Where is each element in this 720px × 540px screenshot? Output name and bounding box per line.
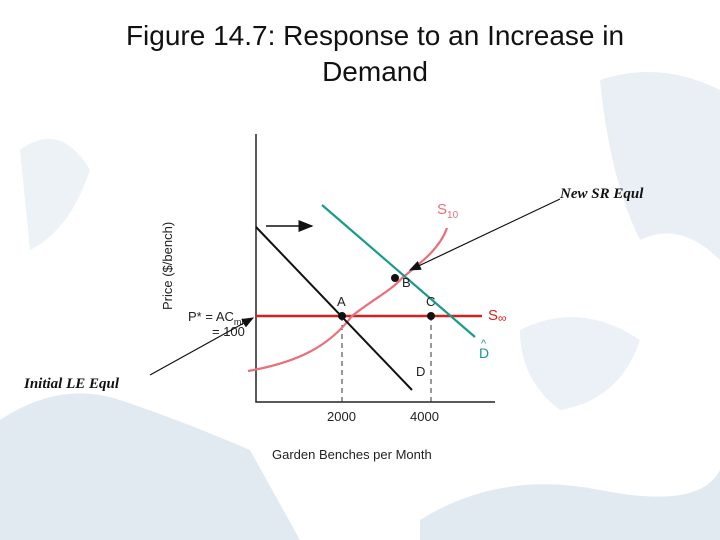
y-axis-label: Price ($/bench)	[160, 222, 175, 310]
s10-label: S10	[437, 201, 459, 221]
initial-le-equl-annotation: Initial LE Equl	[23, 376, 120, 392]
s-infinity-label: S∞	[488, 307, 507, 325]
new-sr-arrow	[408, 198, 561, 271]
price-label-sub: min	[234, 317, 249, 327]
s10-supply-curve	[247, 227, 449, 373]
title-line-1: Figure 14.7: Response to an Increase in	[125, 20, 625, 51]
demand-original-label: D	[416, 364, 425, 379]
new-sr-equl-annotation: New SR Equl	[559, 186, 644, 202]
point-c-label: C	[426, 294, 435, 309]
price-label-main: P* = AC	[188, 309, 234, 324]
x-tick-4000: 4000	[410, 409, 439, 424]
s-infinity-label-sub: ∞	[498, 311, 507, 325]
title-line-2: Demand	[322, 56, 428, 87]
point-b-label: B	[402, 275, 411, 290]
demand-curve-new	[321, 204, 476, 338]
axes	[255, 134, 495, 403]
initial-le-arrow	[149, 317, 255, 376]
s10-label-sub: 10	[447, 210, 459, 221]
s-infinity-label-main: S	[488, 307, 498, 324]
demand-curve-original	[255, 226, 413, 391]
demand-new-label: D	[479, 345, 489, 361]
s10-label-main: S	[437, 201, 447, 218]
point-b	[391, 274, 399, 282]
point-c	[427, 312, 435, 320]
x-axis-label: Garden Benches per Month	[272, 447, 432, 462]
point-a	[338, 312, 346, 320]
x-tick-2000: 2000	[327, 409, 356, 424]
point-a-label: A	[337, 294, 346, 309]
demand-new-hat: ^	[481, 338, 487, 350]
price-label-line1: P* = ACmin	[188, 309, 248, 327]
figure-title: Figure 14.7: Response to an Increase in …	[95, 18, 655, 90]
